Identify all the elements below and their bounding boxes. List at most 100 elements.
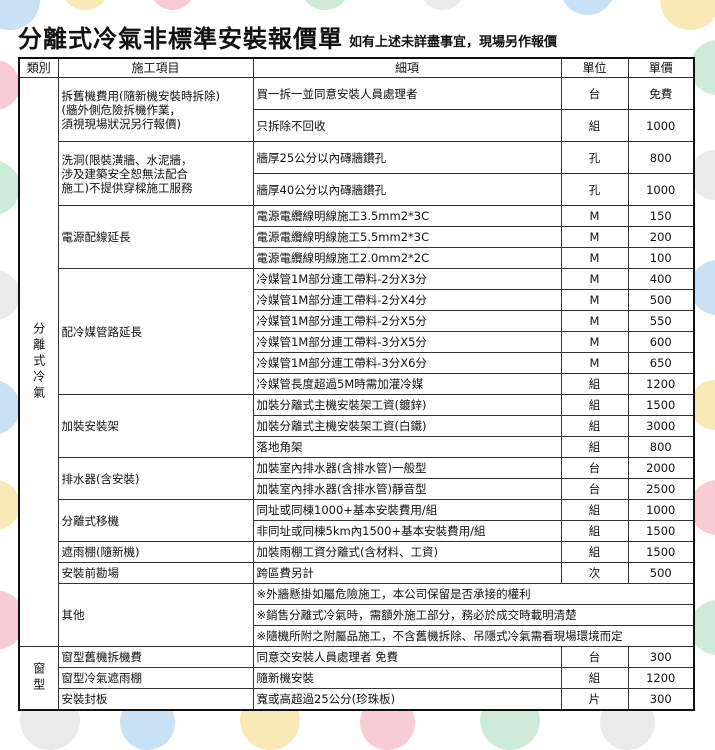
bubble-decoration: [660, 0, 715, 30]
table-row: 只拆除不回收組 1000: [19, 109, 695, 142]
unit-cell: M: [560, 205, 629, 227]
table-row: 落地角架組 800: [19, 436, 695, 458]
price-cell: 1200: [627, 667, 695, 689]
detail-cell: 電源電纜線明線施工2.0mm2*2C: [252, 247, 562, 269]
table-row: ※銷售分離式冷氣時，需額外施工部分，務必於成交時載明清楚: [19, 604, 695, 626]
price-cell: 1000: [627, 173, 695, 206]
item-name-cell: 分離式移機: [57, 499, 254, 542]
table-row: 非同址或同棟5km內1500+基本安裝費用/組組 1500: [19, 520, 695, 542]
price-cell: 800: [627, 436, 695, 458]
price-cell: 600: [627, 331, 695, 353]
unit-cell: 組: [560, 109, 629, 142]
table-row: ※隨機所附之附屬品施工，不含舊機拆除、吊隱式冷氣需看現場環境而定: [19, 625, 695, 647]
unit-cell: M: [560, 247, 629, 269]
detail-cell: 冷媒管1M部分連工帶料-2分X5分: [252, 310, 562, 332]
detail-cell: 電源電纜線明線施工3.5mm2*3C: [252, 205, 562, 227]
page-title: 分離式冷氣非標準安裝報價單: [18, 25, 343, 53]
detail-cell: ※隨機所附之附屬品施工，不含舊機拆除、吊隱式冷氣需看現場環境而定: [252, 625, 695, 647]
detail-cell: 牆厚25公分以內磚牆鑽孔: [252, 141, 562, 174]
bubble-decoration: [560, 0, 615, 15]
table-row: 分離式移機 同址或同棟1000+基本安裝費用/組組 1000: [19, 499, 695, 542]
table-row: 排水器(含安裝) 加裝室內排水器(含排水管)一般型台 2000: [19, 457, 695, 500]
unit-cell: 片: [560, 688, 629, 710]
unit-cell: 組: [560, 436, 629, 458]
price-cell: 300: [627, 646, 695, 668]
unit-cell: 台: [560, 457, 629, 479]
table-row: 分離式冷氣 拆舊機費用(隨新機安裝時拆除) (牆外側危險拆機作業， 須視現場狀況另…: [18, 77, 695, 647]
price-cell: 1500: [627, 520, 695, 542]
item-name-cell: 安裝前勘場: [57, 562, 254, 584]
table-row: 牆厚40公分以內磚牆鑽孔孔 1000: [19, 173, 695, 206]
price-cell: 400: [627, 268, 695, 290]
price-cell: 1000: [627, 499, 695, 521]
unit-cell: M: [560, 289, 629, 311]
price-cell: 650: [627, 352, 695, 374]
unit-cell: 次: [560, 562, 629, 584]
unit-cell: 台: [560, 646, 629, 668]
price-cell: 1200: [627, 373, 695, 395]
item-name-cell: 窗型冷氣遮雨棚: [57, 667, 254, 689]
unit-cell: 組: [560, 415, 629, 437]
bubble-decoration: [150, 0, 195, 10]
detail-cell: 寬或高超過25公分(珍珠板): [252, 688, 562, 710]
detail-cell: ※銷售分離式冷氣時，需額外施工部分，務必於成交時載明清楚: [252, 604, 695, 626]
unit-cell: 組: [560, 394, 629, 416]
detail-cell: 只拆除不回收: [252, 109, 562, 142]
detail-cell: 買一拆一並同意安裝人員處理者: [252, 77, 562, 110]
detail-cell: 加裝分離式主機安裝架工資(鍍鋅): [252, 394, 562, 416]
price-cell: 550: [627, 310, 695, 332]
item-name-cell: 排水器(含安裝): [57, 457, 254, 500]
price-cell: 500: [627, 562, 695, 584]
unit-cell: M: [560, 331, 629, 353]
detail-cell: 冷媒管1M部分連工帶料-2分X3分: [252, 268, 562, 290]
table-row: 其他 ※外牆懸掛如屬危險施工，本公司保留是否承接的權利: [19, 583, 695, 647]
unit-cell: 台: [560, 77, 629, 110]
detail-cell: 冷媒管1M部分連工帶料-2分X4分: [252, 289, 562, 311]
bubble-decoration: [0, 160, 20, 215]
unit-cell: 孔: [560, 141, 629, 174]
unit-cell: M: [560, 352, 629, 374]
price-table: 類別 施工項目 細項 單位 單價 分離式冷氣 拆舊機費用(隨新機安裝時拆除) (牆…: [18, 57, 695, 711]
detail-cell: 落地角架: [252, 436, 562, 458]
detail-cell: 加裝雨棚工資分離式(含材料、工資): [252, 541, 562, 563]
table-row: 冷媒管1M部分連工帶料-2分X5分 M 550: [19, 310, 695, 332]
price-cell: 200: [627, 226, 695, 248]
price-cell: 500: [627, 289, 695, 311]
price-cell: 2000: [627, 457, 695, 479]
price-cell: 1500: [627, 394, 695, 416]
bubble-decoration: [0, 270, 20, 320]
unit-cell: 組: [560, 667, 629, 689]
table-row: 加裝安裝架 加裝分離式主機安裝架工資(鍍鋅) 組 1500: [19, 394, 695, 458]
header-unit: 單位: [560, 57, 629, 78]
detail-cell: ※外牆懸掛如屬危險施工，本公司保留是否承接的權利: [252, 583, 695, 605]
bubble-decoration: [420, 0, 465, 10]
table-row: 冷媒管1M部分連工帶料-3分X5分 M 600: [19, 331, 695, 353]
unit-cell: M: [560, 310, 629, 332]
price-cell: 2500: [627, 478, 695, 500]
bubble-decoration: [0, 380, 20, 435]
unit-cell: 孔: [560, 173, 629, 206]
table-row: 洗洞(限裝潢牆、水泥牆， 涉及建築安全恕無法配合 施工)不提供穿樑施工服務 牆厚2…: [19, 141, 695, 206]
unit-cell: 組: [560, 541, 629, 563]
table-row: 遮雨棚(隨新機) 加裝雨棚工資分離式(含材料、工資) 組 1500: [19, 541, 695, 563]
item-name-cell: 電源配線延長: [57, 205, 254, 269]
category-cell: 分離式冷氣: [18, 77, 59, 647]
price-cell: 800: [627, 141, 695, 174]
unit-cell: 台: [560, 478, 629, 500]
unit-cell: 組: [560, 373, 629, 395]
detail-cell: 牆厚40公分以內磚牆鑽孔: [252, 173, 562, 206]
price-cell: 150: [627, 205, 695, 227]
detail-cell: 同址或同棟1000+基本安裝費用/組: [252, 499, 562, 521]
price-cell: 3000: [627, 415, 695, 437]
item-name-cell: 其他: [57, 583, 254, 647]
detail-cell: 冷媒管1M部分連工帶料-3分X5分: [252, 331, 562, 353]
header-category: 類別: [18, 57, 59, 78]
category-cell: 窗型: [18, 646, 59, 710]
price-cell: 免費: [627, 77, 695, 110]
header-price: 單價: [627, 57, 695, 78]
page-subtitle: 如有上述未詳盡事宜，現場另作報價: [349, 35, 558, 50]
detail-cell: 冷媒管1M部分連工帶料-3分X6分: [252, 352, 562, 374]
price-cell: 1500: [627, 541, 695, 563]
detail-cell: 跨區費另計: [252, 562, 562, 584]
header-row: 類別 施工項目 細項 單位 單價: [18, 57, 695, 78]
